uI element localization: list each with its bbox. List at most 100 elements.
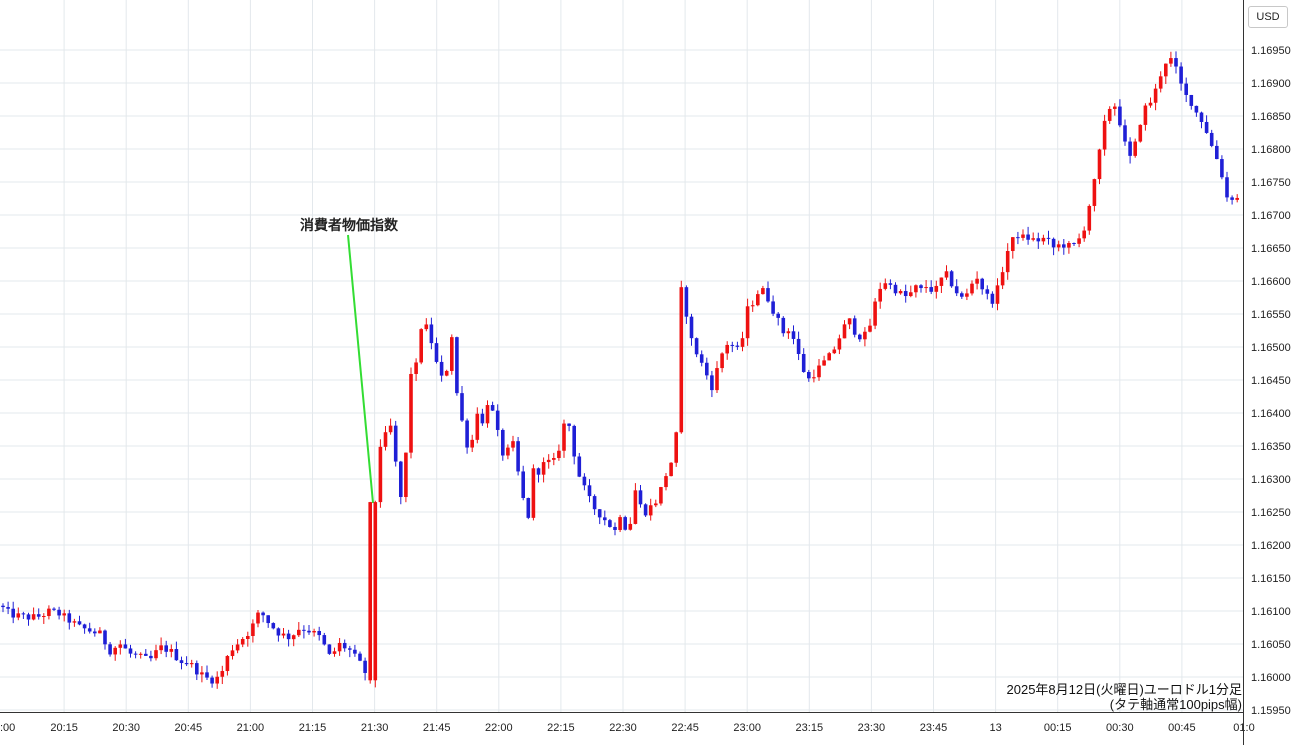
candle-up: [633, 490, 638, 524]
caption-line-2: (タテ軸通常100pips幅): [1109, 697, 1242, 712]
candle-down: [694, 338, 699, 355]
candle-up: [230, 650, 235, 657]
candle-down: [1230, 197, 1234, 200]
candle-down: [123, 644, 128, 649]
x-tick-label: 21:45: [423, 722, 451, 734]
y-tick-label: 1.16750: [1251, 177, 1291, 189]
candle-down: [1072, 242, 1076, 244]
y-tick-label: 1.15950: [1251, 705, 1291, 717]
candle-up: [873, 301, 877, 326]
candle-up: [1102, 120, 1107, 150]
candle-down: [205, 672, 209, 678]
candle-up: [159, 645, 163, 651]
candle-down: [526, 497, 531, 518]
candle-up: [444, 370, 449, 376]
candle-down: [1184, 83, 1188, 95]
candle-up: [944, 271, 949, 278]
candle-up: [281, 633, 286, 636]
candle-down: [358, 653, 362, 661]
candle-down: [317, 630, 321, 636]
candle-up: [1143, 105, 1148, 125]
candle-up: [531, 468, 536, 518]
x-tick-label: 20:30: [112, 722, 140, 734]
candle-down: [608, 520, 612, 527]
candle-down: [174, 649, 179, 661]
candle-down: [103, 630, 107, 645]
candle-up: [628, 523, 633, 530]
y-tick-label: 1.16350: [1251, 441, 1291, 453]
candle-down: [82, 624, 87, 629]
candle-down: [77, 621, 82, 625]
candle-up: [674, 432, 678, 463]
candle-down: [434, 343, 439, 362]
candle-down: [393, 425, 398, 462]
candle-down: [1174, 58, 1178, 67]
candle-down: [888, 283, 893, 285]
candle-down: [1199, 112, 1204, 122]
candle-up: [113, 647, 117, 655]
chart-caption: 2025年8月12日(火曜日)ユーロドル1分足 (タテ軸通常100pips幅): [1007, 682, 1243, 712]
candle-up: [883, 283, 888, 289]
candle-down: [919, 285, 923, 289]
candle-up: [669, 462, 673, 477]
candle-down: [93, 631, 97, 634]
candle-up: [557, 450, 561, 459]
candle-up: [1153, 88, 1158, 103]
candle-down: [1118, 106, 1122, 126]
candle-up: [470, 439, 474, 448]
candle-up: [118, 644, 123, 648]
candle-down: [108, 644, 112, 655]
candle-down: [980, 278, 984, 290]
x-tick-label: 00:30: [1106, 722, 1134, 734]
y-tick-label: 1.16500: [1251, 342, 1291, 354]
x-tick-label: 23:30: [858, 722, 886, 734]
candle-up: [812, 377, 816, 379]
candle-down: [133, 653, 138, 655]
candle-up: [1158, 76, 1163, 89]
candle-up: [1056, 244, 1061, 248]
candle-up: [725, 344, 729, 354]
candle-down: [623, 517, 627, 530]
candle-down: [990, 293, 995, 304]
candle-down: [985, 289, 990, 294]
candle-up: [332, 651, 337, 654]
candle-down: [348, 648, 352, 650]
candle-down: [954, 286, 959, 294]
candle-down: [1225, 177, 1229, 198]
candle-down: [582, 476, 587, 486]
candle-up: [679, 287, 684, 433]
candle-down: [465, 420, 469, 448]
candle-down: [11, 608, 15, 618]
candle-up: [414, 362, 418, 374]
candle-up: [169, 649, 174, 652]
candle-up: [368, 502, 372, 681]
candle-down: [567, 423, 571, 426]
candle-down: [960, 293, 964, 297]
candle-up: [1082, 230, 1086, 239]
candle-down: [705, 362, 709, 376]
y-tick-label: 1.16850: [1251, 111, 1291, 123]
candle-down: [597, 509, 602, 518]
x-tick-label: 22:45: [671, 722, 699, 734]
candle-up: [863, 331, 867, 340]
y-tick-label: 1.16300: [1251, 474, 1291, 486]
x-tick-label: 21:15: [299, 722, 327, 734]
candle-down: [21, 613, 26, 615]
candle-up: [337, 642, 342, 652]
candle-up: [618, 517, 622, 530]
currency-badge[interactable]: USD: [1248, 6, 1288, 28]
candle-down: [536, 468, 541, 475]
candle-down: [699, 354, 704, 363]
y-tick-label: 1.16600: [1251, 276, 1291, 288]
y-tick-label: 1.16950: [1251, 45, 1291, 57]
candle-up: [42, 616, 46, 618]
y-tick-label: 1.16400: [1251, 408, 1291, 420]
candle-up: [1005, 251, 1010, 273]
candle-down: [1062, 244, 1066, 248]
candle-up: [1021, 234, 1025, 238]
candle-down: [164, 645, 168, 652]
candle-down: [87, 628, 92, 632]
candle-down: [460, 393, 464, 421]
